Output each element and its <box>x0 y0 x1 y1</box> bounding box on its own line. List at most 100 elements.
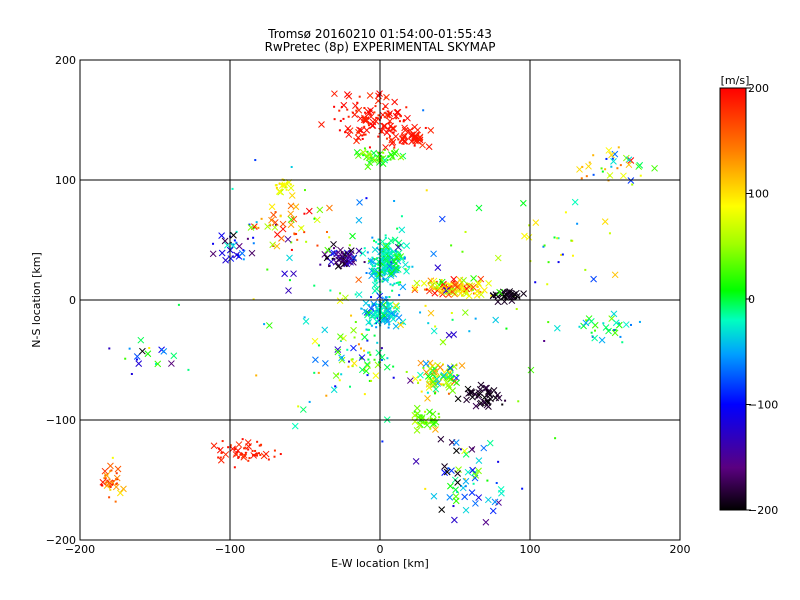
data-point-dot <box>373 358 376 361</box>
data-point-dot <box>399 281 402 284</box>
data-point-dot <box>254 449 257 452</box>
data-point-cross <box>384 256 391 264</box>
data-point-dot <box>177 303 180 306</box>
data-point-dot <box>259 444 262 447</box>
data-point-dot <box>100 484 103 487</box>
data-point-dot <box>393 199 396 202</box>
data-point-cross <box>154 360 162 368</box>
data-point-dot <box>411 265 414 268</box>
data-point-dot <box>257 452 260 455</box>
data-point-cross <box>381 156 389 164</box>
data-point-dot <box>476 285 479 288</box>
data-point-cross <box>168 360 175 367</box>
data-point-dot <box>109 484 112 487</box>
data-point-dot <box>328 236 331 239</box>
colorbar-gradient <box>719 87 747 511</box>
data-point-cross <box>489 292 497 300</box>
data-point-dot <box>387 302 390 305</box>
data-point-cross <box>401 132 408 140</box>
data-point-dot <box>331 257 334 260</box>
data-point-cross <box>398 226 406 234</box>
data-point-cross <box>477 275 485 283</box>
data-point-dot <box>397 281 400 284</box>
data-point-cross <box>312 356 319 364</box>
y-tick-label: 100 <box>55 174 76 187</box>
colorbar-tick-label: 0 <box>748 293 755 306</box>
data-point-cross <box>367 257 375 265</box>
data-point-cross <box>368 122 376 129</box>
data-point-dot <box>293 233 296 236</box>
data-point-cross <box>453 447 460 455</box>
data-point-dot <box>517 400 520 403</box>
data-point-dot <box>274 211 277 214</box>
data-point-dot <box>317 371 320 374</box>
data-point-dot <box>629 323 632 326</box>
data-point-cross <box>403 267 410 275</box>
data-point-dot <box>608 232 611 235</box>
data-point-cross <box>429 378 437 386</box>
data-point-dot <box>420 414 423 417</box>
data-point-cross <box>398 255 406 263</box>
x-tick-label: 0 <box>377 543 384 556</box>
data-point-cross <box>443 379 451 386</box>
data-point-cross <box>438 278 446 286</box>
data-point-cross <box>99 478 107 486</box>
x-axis-ticks: −200 −100 0 100 200 <box>65 543 691 556</box>
data-point-cross <box>430 327 438 335</box>
data-point-dot <box>239 453 242 456</box>
data-point-dot <box>346 108 349 111</box>
data-point-dot <box>111 481 114 484</box>
data-point-dot <box>348 360 351 363</box>
data-point-dot <box>405 106 408 109</box>
data-point-cross <box>387 237 395 245</box>
data-point-cross <box>452 486 459 494</box>
data-point-cross <box>426 365 434 373</box>
data-point-dot <box>425 189 428 192</box>
data-point-cross <box>114 465 122 473</box>
data-point-cross <box>379 160 387 168</box>
data-point-cross <box>350 360 358 367</box>
data-point-dot <box>585 319 588 322</box>
data-point-cross <box>380 301 387 309</box>
data-point-dot <box>106 480 109 483</box>
data-point-cross <box>436 364 444 371</box>
data-point-dot <box>390 250 393 253</box>
data-point-dot <box>424 410 427 413</box>
data-point-cross <box>443 468 451 476</box>
data-point-dot <box>338 129 341 132</box>
data-point-dot <box>124 357 127 360</box>
data-point-dot <box>393 146 396 149</box>
data-point-cross <box>475 494 483 501</box>
data-point-dot <box>398 120 401 123</box>
data-point-cross <box>426 408 433 416</box>
data-point-cross <box>451 378 459 385</box>
data-points <box>99 90 658 526</box>
data-point-cross <box>292 203 300 211</box>
data-point-cross <box>286 254 293 262</box>
data-point-dot <box>319 263 322 266</box>
data-point-cross <box>510 291 518 298</box>
data-point-dot <box>365 328 368 331</box>
data-point-dot <box>426 391 429 394</box>
data-point-cross <box>419 141 426 149</box>
data-point-dot <box>229 444 232 447</box>
data-point-dot <box>329 289 332 292</box>
data-point-cross <box>217 456 225 464</box>
data-point-cross <box>234 447 242 454</box>
data-point-cross <box>492 316 500 324</box>
data-point-cross <box>399 152 407 160</box>
data-point-dot <box>473 292 476 295</box>
data-point-dot <box>336 250 339 253</box>
data-point-cross <box>433 375 441 383</box>
data-point-cross <box>590 275 597 283</box>
data-point-dot <box>402 120 405 123</box>
data-point-cross <box>441 469 448 476</box>
data-point-dot <box>543 339 546 342</box>
data-point-dot <box>371 308 374 311</box>
data-point-cross <box>388 136 396 144</box>
data-point-cross <box>232 451 240 458</box>
data-point-cross <box>392 148 400 156</box>
data-point-cross <box>411 286 419 294</box>
data-point-dot <box>280 183 283 186</box>
data-point-dot <box>380 347 383 350</box>
